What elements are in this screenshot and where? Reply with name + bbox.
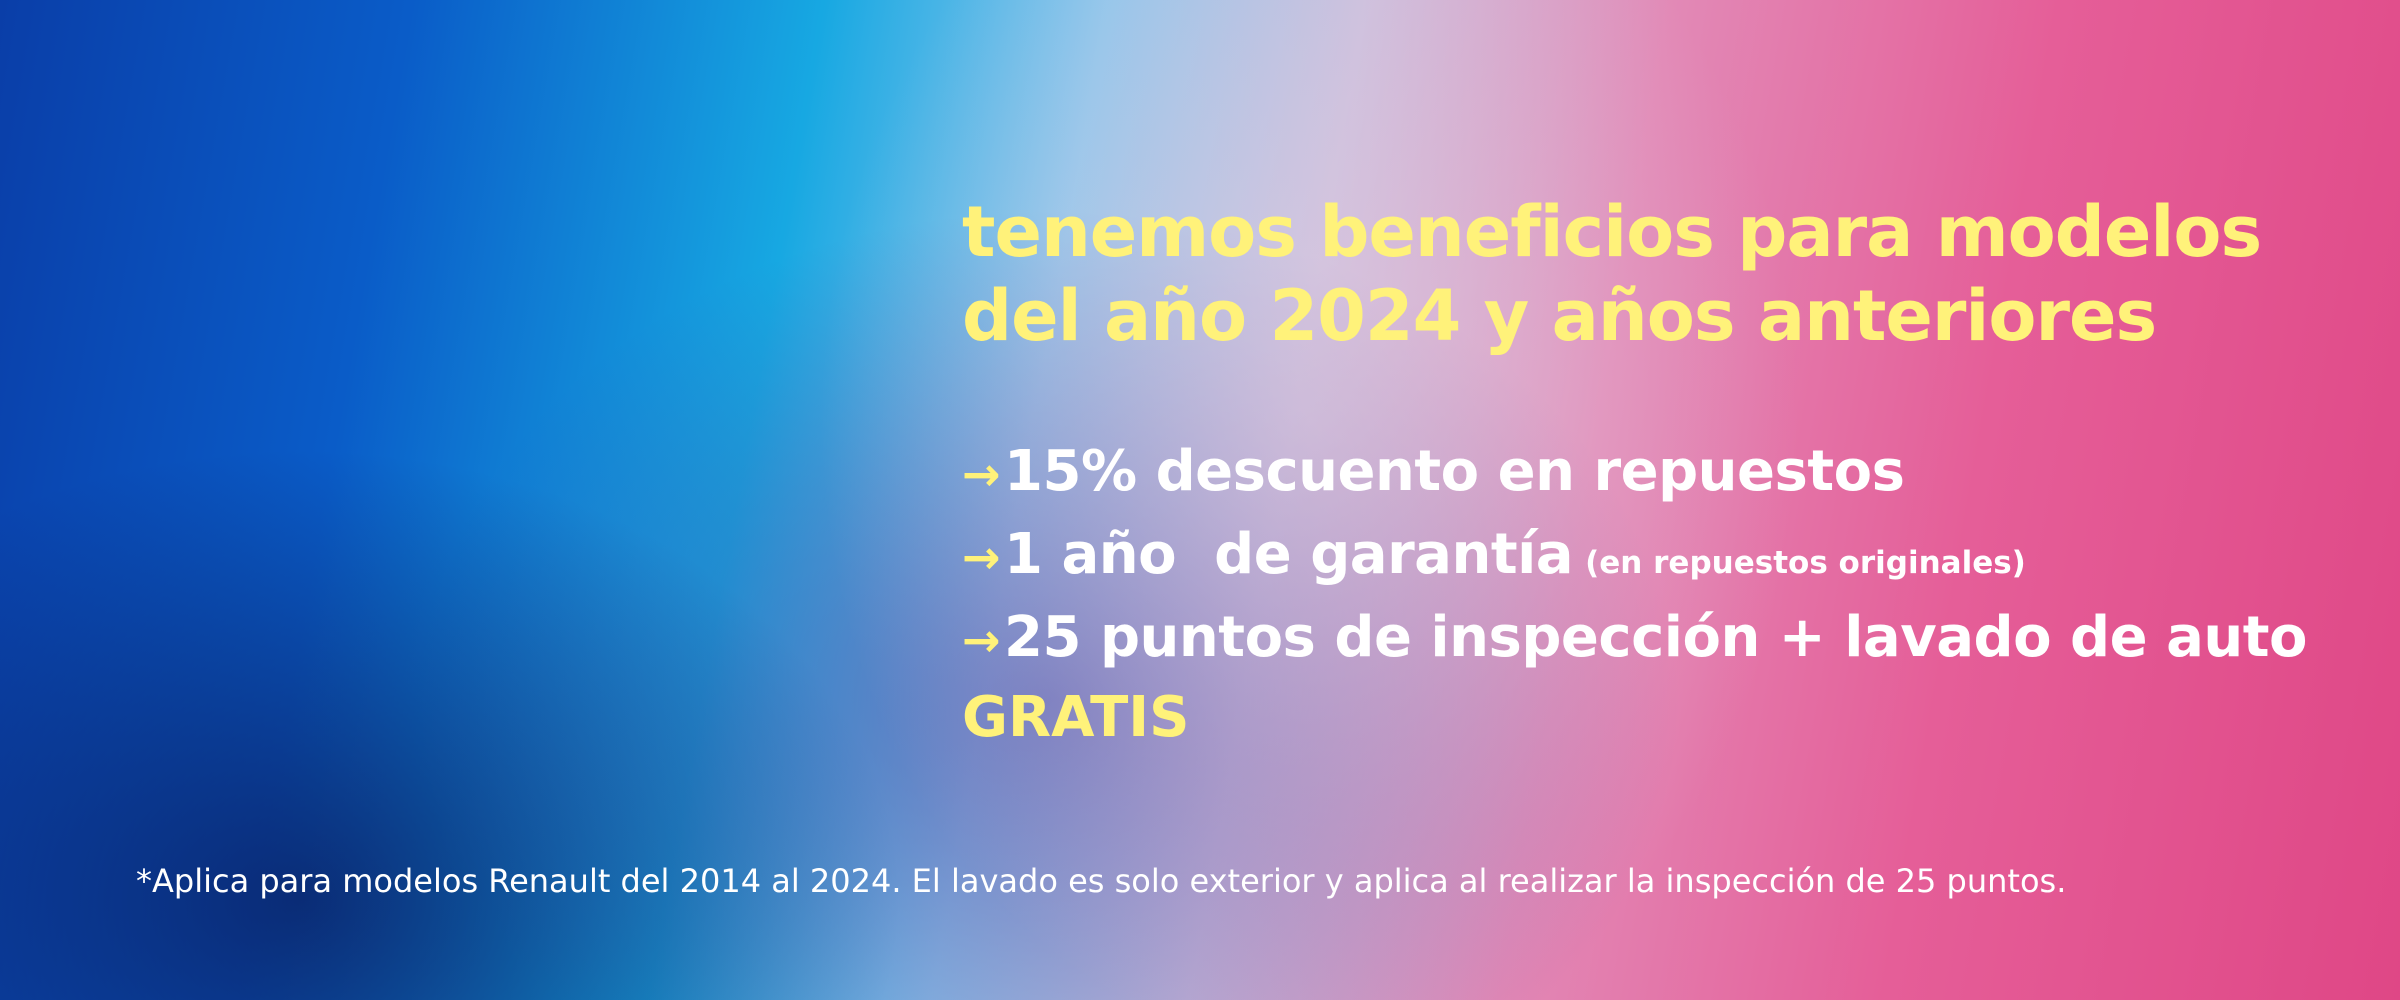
benefit-item: → 1 año de garantía (en repuestos origin… — [962, 513, 2362, 596]
disclaimer: *Aplica para modelos Renault del 2014 al… — [136, 862, 2067, 900]
benefits-list: → 15% descuento en repuestos → 1 año de … — [962, 430, 2362, 679]
benefit-item: → 15% descuento en repuestos — [962, 430, 2362, 513]
arrow-icon: → — [962, 613, 1001, 667]
free-label: GRATIS — [962, 685, 1190, 750]
headline: tenemos beneficios para modelos del año … — [962, 190, 2362, 358]
arrow-icon: → — [962, 530, 1001, 584]
benefit-note: (en repuestos originales) — [1585, 545, 2026, 581]
benefit-text: 1 año de garantía — [1004, 522, 1574, 587]
benefit-item: → 25 puntos de inspección + lavado de au… — [962, 596, 2362, 679]
benefit-text: 25 puntos de inspección + lavado de auto — [1004, 605, 2308, 670]
benefit-text: 15% descuento en repuestos — [1004, 439, 1905, 504]
arrow-icon: → — [962, 447, 1001, 501]
headline-line-2: del año 2024 y años anteriores — [962, 275, 2157, 357]
headline-line-1: tenemos beneficios para modelos — [962, 191, 2262, 273]
